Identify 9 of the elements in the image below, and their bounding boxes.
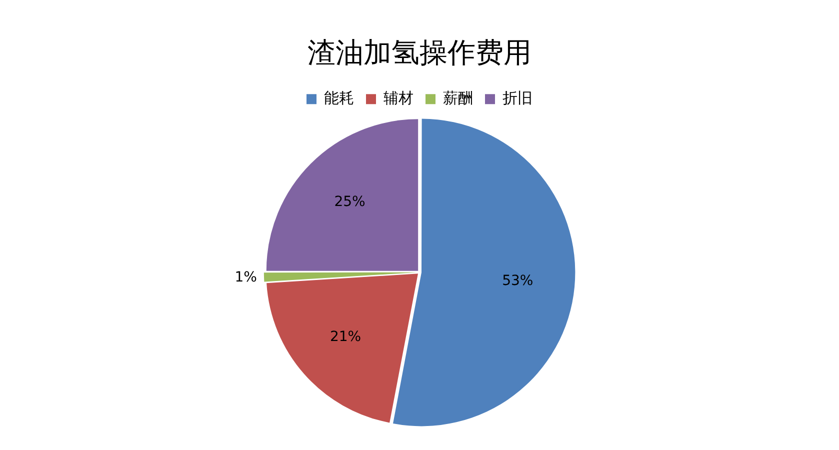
data-label: 25%: [334, 194, 366, 210]
legend-label: 辅材: [384, 88, 414, 107]
legend-label: 折旧: [502, 88, 532, 107]
data-label: 53%: [502, 273, 534, 290]
data-label: 1%: [234, 269, 257, 286]
legend-label: 能耗: [324, 88, 354, 107]
chart-title: 渣油加氢操作费用: [308, 36, 532, 70]
legend-label: 薪酬: [443, 88, 473, 107]
data-label: 21%: [330, 329, 362, 346]
